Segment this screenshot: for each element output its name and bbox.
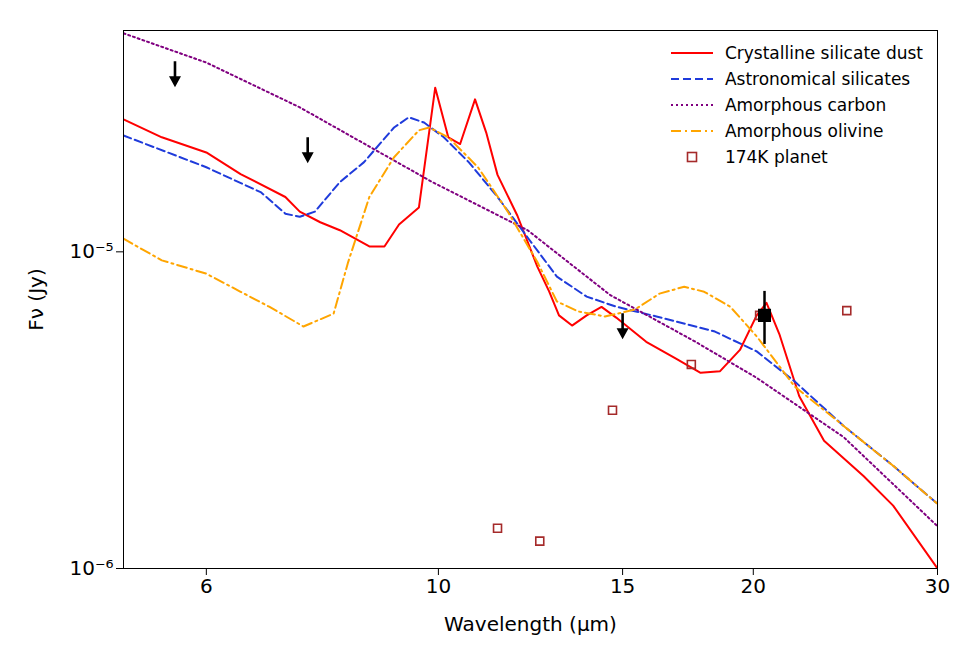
svg-text:30: 30: [925, 574, 950, 598]
svg-text:Wavelength (μm): Wavelength (μm): [444, 612, 617, 636]
svg-text:15: 15: [610, 574, 635, 598]
svg-text:10: 10: [426, 574, 451, 598]
html-text:Amorphous olivine: Amorphous olivine: [724, 121, 884, 141]
svg-text:Fν (Jy): Fν (Jy): [24, 268, 48, 330]
svg-text:20: 20: [741, 574, 766, 598]
svg-text:10⁻⁶: 10⁻⁶: [69, 556, 113, 580]
html-text:174K planet: 174K planet: [724, 147, 828, 167]
html-text:Crystalline silicate dust: Crystalline silicate dust: [724, 43, 923, 63]
html-text:Amorphous carbon: Amorphous carbon: [724, 95, 887, 115]
html-text:Astronomical silicates: Astronomical silicates: [724, 69, 911, 89]
svg-text:10⁻⁵: 10⁻⁵: [69, 239, 113, 263]
svg-text:6: 6: [200, 574, 213, 598]
